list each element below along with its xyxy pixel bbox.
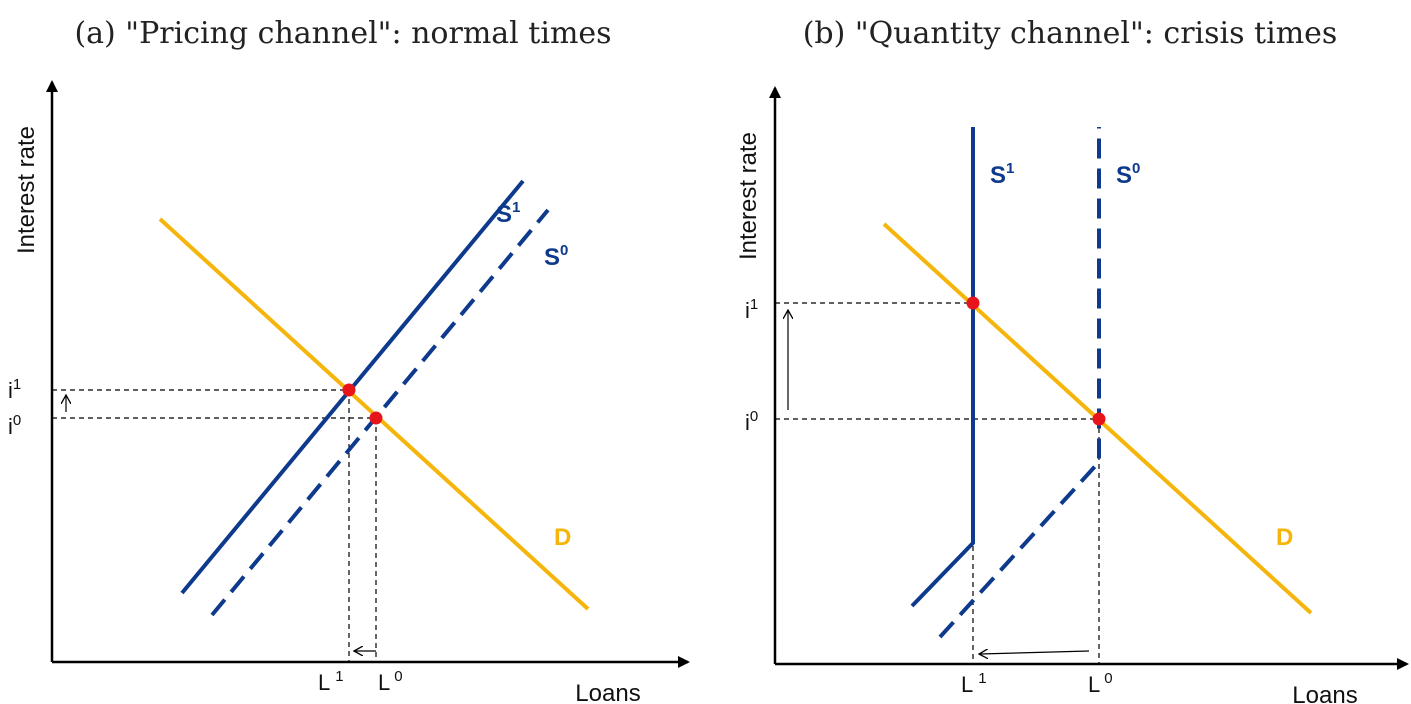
panel-a-s1-label: S1 [496, 199, 520, 228]
panel-a-i0-label: i0 [8, 412, 21, 439]
panel-a-y-label: Interest rate [13, 126, 40, 254]
panel-b-y-label: Interest rate [735, 132, 762, 260]
panel-a-i1-label: i1 [8, 376, 21, 403]
panel-b-i1-label: i1 [745, 296, 758, 323]
panel-b-supply-s0 [938, 127, 1101, 639]
panel-b-equilibrium-old [1092, 412, 1106, 426]
panel-b-s1-label: S1 [990, 160, 1014, 189]
panel-b: (b) "Quantity channel": crisis times Int… [735, 16, 1409, 704]
panel-b-title: (b) "Quantity channel": crisis times [803, 16, 1338, 51]
panel-b-supply-s1 [910, 127, 975, 608]
panel-b-loan-arrow [980, 651, 1090, 654]
panel-b-demand-label: D [1276, 524, 1293, 551]
panel-a-demand-label: D [554, 524, 571, 551]
panel-b-equilibrium-new [966, 296, 980, 310]
panel-b-i0-label: i0 [745, 408, 758, 435]
panel-a-equilibrium-new [342, 383, 356, 397]
panel-b-x-label: Loans [1292, 682, 1357, 704]
panel-a-equilibrium-old [369, 411, 383, 425]
panel-a-s0-label: S0 [544, 242, 568, 271]
panel-a: (a) "Pricing channel": normal times Inte… [8, 16, 690, 704]
panel-a-title: (a) "Pricing channel": normal times [74, 16, 611, 51]
panel-a-x-label: Loans [575, 680, 640, 704]
panel-b-s0-label: S0 [1116, 160, 1140, 189]
panel-a-supply-s0 [210, 208, 550, 617]
